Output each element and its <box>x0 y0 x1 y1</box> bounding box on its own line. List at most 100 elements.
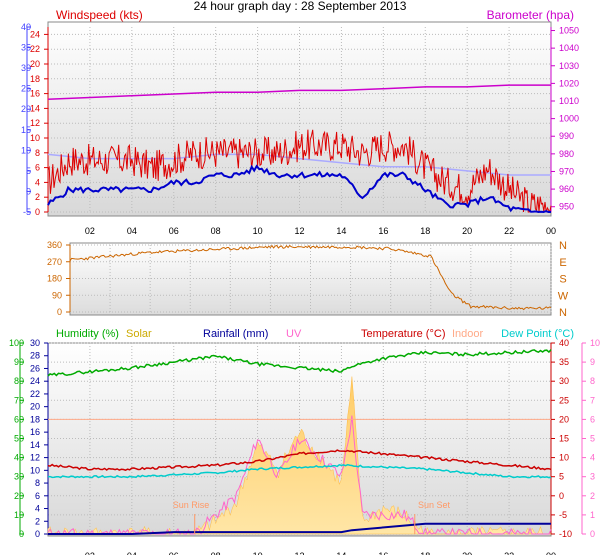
x-tick-label: 06 <box>169 551 179 555</box>
climate-panel: Humidity (%) Solar Rainfall (mm) UV Temp… <box>9 328 600 539</box>
barometer-tick-label: 960 <box>559 184 574 194</box>
solar-area <box>47 376 551 535</box>
barometer-tick-label: 990 <box>559 131 574 141</box>
rainfall-line <box>48 522 551 535</box>
temperature-label: Temperature (°C) <box>361 328 445 340</box>
windspeed-tick-label: 8 <box>35 148 40 158</box>
uv-tick-label: 6 <box>590 414 595 424</box>
direction-tick-label: 0 <box>57 307 62 317</box>
uv-tick-label: 10 <box>590 338 600 348</box>
windspeed-label: Windspeed (kts) <box>56 8 143 22</box>
barometer-tick-label: 1050 <box>559 26 579 36</box>
windspeed-tick-label: 0 <box>35 207 40 217</box>
temperature-tick-label: 5 <box>559 472 564 482</box>
x-tick-label: 08 <box>211 226 221 236</box>
x-tick-label: 12 <box>294 226 304 236</box>
rainfall-tick-label: 0 <box>35 529 40 539</box>
rainfall-tick-label: 10 <box>30 465 40 475</box>
left-scale-tick-label: 15 <box>21 125 31 135</box>
dew-point-label: Dew Point (°C) <box>501 328 574 340</box>
x-tick-label: 10 <box>253 226 263 236</box>
barometer-tick-label: 1000 <box>559 114 579 124</box>
left-scale-tick-label: 30 <box>21 63 31 73</box>
windspeed-tick-label: 18 <box>30 74 40 84</box>
humidity-tick-label: 30 <box>14 472 24 482</box>
humidity-label: Humidity (%) <box>56 328 119 340</box>
x-tick-label: 04 <box>127 551 137 555</box>
rainfall-tick-label: 6 <box>35 491 40 501</box>
climate-axes: 0102030405060708090100024681012141618202… <box>9 338 600 539</box>
x-tick-label: 20 <box>462 226 472 236</box>
windspeed-tick-label: 12 <box>30 118 40 128</box>
humidity-tick-label: 50 <box>14 434 24 444</box>
x-tick-label: 22 <box>504 551 514 555</box>
x-tick-label: 10 <box>253 551 263 555</box>
humidity-line <box>47 349 552 377</box>
windspeed-line <box>47 129 552 214</box>
wind-series <box>47 84 552 214</box>
humidity-tick-label: 70 <box>14 395 24 405</box>
left-scale-tick-label: 20 <box>21 104 31 114</box>
compass-label: N <box>559 307 567 319</box>
temperature-tick-label: -10 <box>559 529 572 539</box>
rainfall-tick-label: 12 <box>30 453 40 463</box>
dew-point-line <box>47 463 552 479</box>
direction-gridlines <box>70 244 552 313</box>
rainfall-tick-label: 2 <box>35 516 40 526</box>
left-scale-tick-label: 40 <box>21 22 31 32</box>
humidity-tick-label: 20 <box>14 491 24 501</box>
x-axis-ticks: 02 02 04 04 06 06 08 08 10 10 12 12 14 14 16 16 18 18 20 20… <box>85 226 556 555</box>
barometer-trend-line <box>47 153 551 176</box>
temperature-tick-label: 35 <box>559 357 569 367</box>
uv-label: UV <box>286 328 302 340</box>
rainfall-tick-label: 14 <box>30 440 40 450</box>
compass-label: S <box>559 274 566 286</box>
rainfall-tick-label: 22 <box>30 389 40 399</box>
barometer-tick-label: 950 <box>559 202 574 212</box>
barometer-tick-label: 1040 <box>559 43 579 53</box>
compass-label: N <box>559 240 567 252</box>
rainfall-tick-label: 8 <box>35 478 40 488</box>
windspeed-tick-label: 22 <box>30 44 40 54</box>
barometer-tick-label: 970 <box>559 166 574 176</box>
direction-series <box>69 244 552 311</box>
x-tick-label: 12 <box>294 551 304 555</box>
humidity-tick-label: 90 <box>14 357 24 367</box>
windspeed-tick-label: 24 <box>30 29 40 39</box>
humidity-tick-label: 10 <box>14 510 24 520</box>
x-tick-label: 02 <box>85 551 95 555</box>
windspeed-tick-label: 4 <box>35 177 40 187</box>
barometer-tick-label: 1010 <box>559 96 579 106</box>
x-tick-label: 08 <box>211 551 221 555</box>
temperature-tick-label: -5 <box>559 510 567 520</box>
x-tick-label: 04 <box>127 226 137 236</box>
humidity-tick-label: 100 <box>9 338 24 348</box>
windspeed-tick-label: 2 <box>35 192 40 202</box>
x-tick-label: 02 <box>85 226 95 236</box>
uv-tick-label: 9 <box>590 357 595 367</box>
average-wind-line <box>47 164 551 214</box>
barometer-line <box>47 84 551 100</box>
left-scale-tick-label: 0 <box>26 186 31 196</box>
rainfall-tick-label: 30 <box>30 338 40 348</box>
humidity-tick-label: 40 <box>14 453 24 463</box>
humidity-tick-label: 0 <box>19 529 24 539</box>
left-scale-tick-label: 5 <box>26 166 31 176</box>
x-tick-label: 14 <box>336 551 346 555</box>
rainfall-tick-label: 28 <box>30 351 40 361</box>
temperature-tick-label: 0 <box>559 491 564 501</box>
humidity-tick-label: 60 <box>14 414 24 424</box>
uv-tick-label: 1 <box>590 510 595 520</box>
temperature-line <box>47 449 552 472</box>
rainfall-label: Rainfall (mm) <box>203 328 268 340</box>
temperature-tick-label: 25 <box>559 395 569 405</box>
temperature-tick-label: 20 <box>559 414 569 424</box>
uv-tick-label: 4 <box>590 453 595 463</box>
humidity-tick-label: 80 <box>14 376 24 386</box>
rainfall-tick-label: 26 <box>30 363 40 373</box>
rainfall-tick-label: 16 <box>30 427 40 437</box>
wind-panel: Windspeed (kts) Barometer (hpa) -5051015… <box>21 8 579 217</box>
x-tick-label: 18 <box>420 551 430 555</box>
solar-label: Solar <box>126 328 152 340</box>
x-tick-label: 00 <box>546 551 556 555</box>
